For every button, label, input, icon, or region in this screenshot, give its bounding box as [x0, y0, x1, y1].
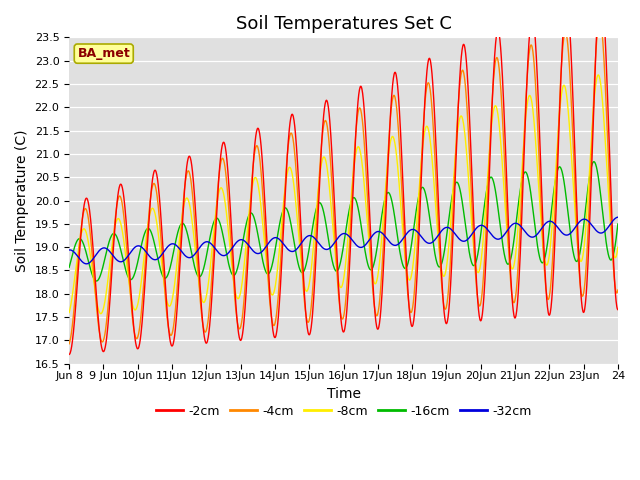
X-axis label: Time: Time [326, 387, 360, 401]
Y-axis label: Soil Temperature (C): Soil Temperature (C) [15, 129, 29, 272]
Title: Soil Temperatures Set C: Soil Temperatures Set C [236, 15, 451, 33]
Text: BA_met: BA_met [77, 47, 130, 60]
Legend: -2cm, -4cm, -8cm, -16cm, -32cm: -2cm, -4cm, -8cm, -16cm, -32cm [150, 400, 536, 423]
